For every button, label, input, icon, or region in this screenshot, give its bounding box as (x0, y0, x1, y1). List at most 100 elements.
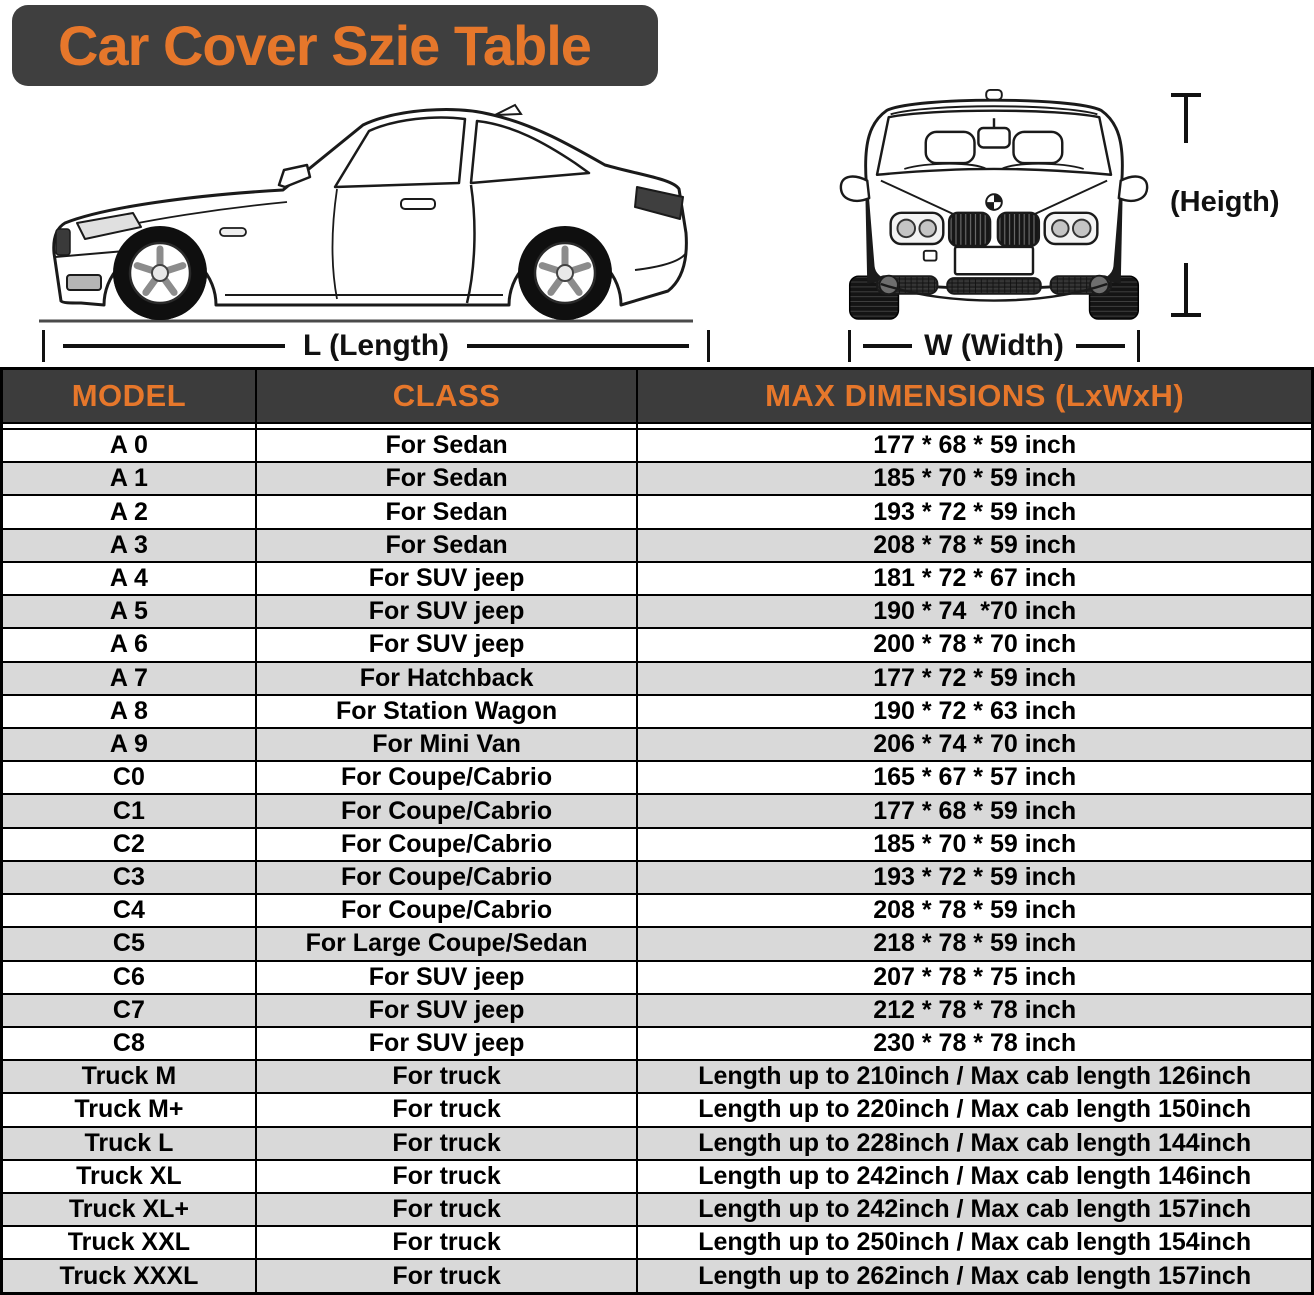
model-cell: C1 (0, 793, 257, 829)
height-label: (Heigth) (1170, 186, 1280, 218)
table-row: Truck M+ For truck Length up to 220inch / … (0, 1092, 1314, 1128)
model-cell: Truck M (0, 1059, 257, 1095)
class-cell: For truck (254, 1125, 639, 1161)
dimensions-cell: 177 * 68 * 59 inch (636, 793, 1314, 829)
class-cell: For Mini Van (254, 726, 639, 763)
class-cell: For Coupe/Cabrio (254, 760, 639, 796)
dimensions-cell: 206 * 74 * 70 inch (636, 726, 1314, 763)
dimensions-cell: Length up to 250inch / Max cab length 15… (636, 1225, 1314, 1261)
dimension-line (863, 344, 913, 348)
size-table-body: A 0 For Sedan 177 * 68 * 59 inch A 1 For Sed… (0, 422, 1314, 1295)
class-cell: For SUV jeep (254, 560, 639, 597)
dimension-tick (1171, 93, 1201, 97)
class-cell: For Coupe/Cabrio (254, 859, 639, 896)
dimension-tick (848, 330, 851, 362)
class-cell: For truck (254, 1225, 639, 1261)
table-row: A 9 For Mini Van 206 * 74 * 70 inch (0, 726, 1314, 763)
page-title: Car Cover Szie Table (58, 14, 592, 77)
model-cell: C6 (0, 959, 257, 995)
class-cell: For Coupe/Cabrio (254, 826, 639, 862)
dimension-line (1075, 344, 1126, 348)
class-cell: For SUV jeep (254, 992, 639, 1028)
model-cell: A 0 (0, 427, 257, 464)
dimensions-cell: Length up to 242inch / Max cab length 15… (636, 1192, 1314, 1228)
model-cell: Truck XXL (0, 1225, 257, 1261)
dimensions-cell: 181 * 72 * 67 inch (636, 560, 1314, 597)
height-dimension (1168, 93, 1204, 317)
dimensions-cell: 185 * 70 * 59 inch (636, 461, 1314, 497)
table-row: Truck XXL For truck Length up to 250inch /… (0, 1225, 1314, 1261)
class-cell: For Hatchback (254, 660, 639, 696)
model-cell: C3 (0, 859, 257, 896)
model-cell: Truck XXXL (0, 1258, 257, 1295)
table-row: Truck XL+ For truck Length up to 242inch /… (0, 1192, 1314, 1228)
table-row: C4 For Coupe/Cabrio 208 * 78 * 59 inch (0, 893, 1314, 929)
model-cell: C8 (0, 1025, 257, 1062)
class-cell: For Large Coupe/Sedan (254, 926, 639, 962)
model-cell: A 9 (0, 726, 257, 763)
table-row: A 3 For Sedan 208 * 78 * 59 inch (0, 527, 1314, 563)
model-cell: C5 (0, 926, 257, 962)
dimensions-cell: Length up to 220inch / Max cab length 15… (636, 1092, 1314, 1128)
length-label: L (Length) (302, 329, 450, 362)
table-header-class: CLASS (254, 367, 639, 423)
dimensions-cell: 190 * 72 * 63 inch (636, 693, 1314, 729)
dimensions-cell: 185 * 70 * 59 inch (636, 826, 1314, 862)
model-cell: Truck L (0, 1125, 257, 1161)
class-cell: For Coupe/Cabrio (254, 893, 639, 929)
width-label: W (Width) (924, 329, 1064, 362)
model-cell: A 4 (0, 560, 257, 597)
class-cell: For truck (254, 1092, 639, 1128)
dimensions-cell: 208 * 78 * 59 inch (636, 893, 1314, 929)
table-header-dimensions: MAX DIMENSIONS (LxWxH) (636, 367, 1314, 423)
class-cell: For SUV jeep (254, 959, 639, 995)
table-row: C5 For Large Coupe/Sedan 218 * 78 * 59 inc… (0, 926, 1314, 962)
table-row: A 2 For Sedan 193 * 72 * 59 inch (0, 494, 1314, 530)
dimension-line (1184, 97, 1188, 143)
dimensions-cell: 208 * 78 * 59 inch (636, 527, 1314, 563)
class-cell: For SUV jeep (254, 627, 639, 663)
model-cell: C4 (0, 893, 257, 929)
dimensions-cell: 212 * 78 * 78 inch (636, 992, 1314, 1028)
class-cell: For Coupe/Cabrio (254, 793, 639, 829)
car-side-view-icon (39, 103, 693, 323)
dimensions-cell: 165 * 67 * 57 inch (636, 760, 1314, 796)
dimensions-cell: 190 * 74 *70 inch (636, 594, 1314, 630)
title-banner: Car Cover Szie Table (12, 5, 658, 86)
dimensions-cell: Length up to 242inch / Max cab length 14… (636, 1158, 1314, 1195)
model-cell: C2 (0, 826, 257, 862)
table-row: Truck L For truck Length up to 228inch / M… (0, 1125, 1314, 1161)
class-cell: For Sedan (254, 494, 639, 530)
table-row: Truck M For truck Length up to 210inch / M… (0, 1059, 1314, 1095)
dimensions-cell: 193 * 72 * 59 inch (636, 494, 1314, 530)
dimension-tick (1171, 313, 1201, 317)
header-gap-row (0, 422, 1314, 430)
dimension-tick (707, 330, 711, 362)
model-cell: Truck M+ (0, 1092, 257, 1128)
length-dimension: L (Length) (42, 328, 711, 364)
table-row: C8 For SUV jeep 230 * 78 * 78 inch (0, 1025, 1314, 1062)
dimension-line (63, 344, 285, 348)
dimensions-cell: Length up to 210inch / Max cab length 12… (636, 1059, 1314, 1095)
dimension-line (1184, 263, 1188, 313)
car-front-view-icon (839, 88, 1149, 320)
table-row: A 6 For SUV jeep 200 * 78 * 70 inch (0, 627, 1314, 663)
table-row: A 7 For Hatchback 177 * 72 * 59 inch (0, 660, 1314, 696)
table-row: Truck XL For truck Length up to 242inch / … (0, 1158, 1314, 1195)
table-row: A 1 For Sedan 185 * 70 * 59 inch (0, 461, 1314, 497)
dimensions-cell: 230 * 78 * 78 inch (636, 1025, 1314, 1062)
dimension-line (467, 344, 690, 348)
table-row: C0 For Coupe/Cabrio 165 * 67 * 57 inch (0, 760, 1314, 796)
model-cell: A 5 (0, 594, 257, 630)
table-header-model: MODEL (0, 367, 257, 423)
table-row: A 0 For Sedan 177 * 68 * 59 inch (0, 427, 1314, 464)
table-row: A 8 For Station Wagon 190 * 72 * 63 inch (0, 693, 1314, 729)
size-table: MODEL CLASS MAX DIMENSIONS (LxWxH) A 0 Fo… (0, 367, 1314, 1295)
dimension-tick (42, 330, 45, 362)
width-dimension: W (Width) (848, 328, 1141, 364)
class-cell: For truck (254, 1192, 639, 1228)
table-row: C6 For SUV jeep 207 * 78 * 75 inch (0, 959, 1314, 995)
front-wheel-icon (113, 226, 207, 320)
table-row: C2 For Coupe/Cabrio 185 * 70 * 59 inch (0, 826, 1314, 862)
